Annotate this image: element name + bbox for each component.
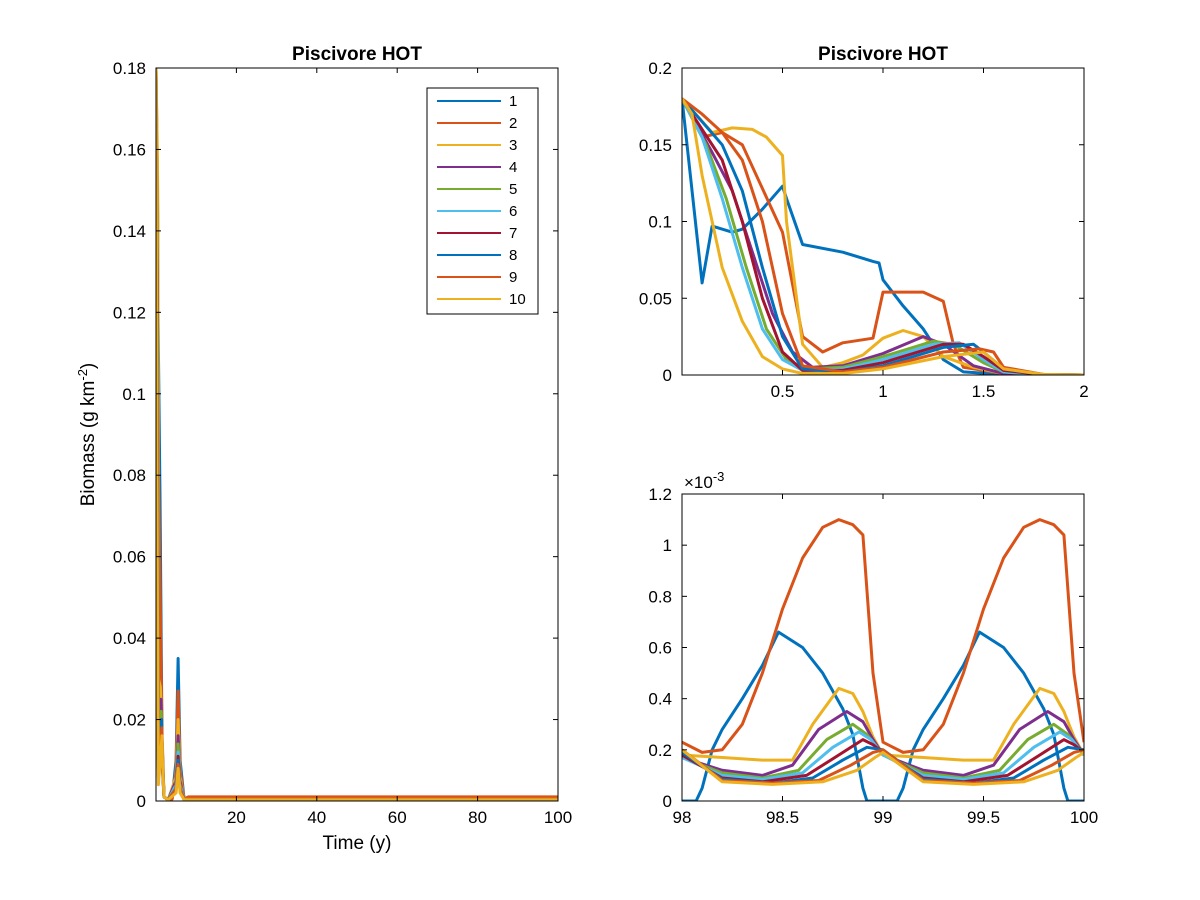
legend-label-1: 1: [509, 93, 517, 110]
x-tick-label: 98.5: [766, 808, 799, 827]
y-tick-label: 0.14: [113, 222, 146, 241]
legend-label-6: 6: [509, 203, 517, 220]
x-tick-label: 80: [468, 808, 487, 827]
legend-label-10: 10: [509, 291, 526, 308]
y-tick-label: 0.02: [113, 711, 146, 730]
y-tick-label: 0.08: [113, 466, 146, 485]
y-tick-label: 0.04: [113, 629, 146, 648]
y-tick-label: 0.06: [113, 548, 146, 567]
y-tick-label: 0.1: [122, 385, 146, 404]
y-axis-label-exponent: -2: [75, 369, 90, 381]
axis-exponent-label: ×10-3: [684, 469, 724, 492]
y-axis-label-close: ): [78, 363, 99, 369]
series-line-10: [156, 68, 558, 801]
x-tick-label: 98: [673, 808, 692, 827]
series-line-1: [682, 630, 1084, 801]
series-line-2: [682, 98, 1084, 375]
y-tick-label: 0: [663, 366, 672, 385]
y-tick-label: 0.4: [648, 690, 672, 709]
x-tick-label: 60: [388, 808, 407, 827]
x-tick-label: 100: [544, 808, 572, 827]
series-line-9: [682, 97, 1084, 375]
legend: 1 2 3 4 5 6 7 8 9 10: [426, 87, 539, 315]
top-right-chart: 0.5 1 1.5 2 0 0.05 0.1 0.15 0.2 Piscivore HOT: [639, 44, 1089, 401]
y-tick-label: 0: [137, 792, 146, 811]
y-tick-label: 0.15: [639, 136, 672, 155]
x-tick-label: 0.5: [771, 382, 795, 401]
series-group: [682, 97, 1084, 375]
y-tick-label: 0.2: [648, 741, 672, 760]
x-tick-label: 1: [878, 382, 887, 401]
legend-label-2: 2: [509, 115, 517, 132]
y-axis-label-main: Biomass (g km: [78, 381, 99, 507]
axis-exponent-base: ×10: [684, 473, 713, 492]
legend-label-9: 9: [509, 269, 517, 286]
y-tick-label: 0.05: [639, 289, 672, 308]
x-tick-label: 1.5: [972, 382, 996, 401]
x-axis-label: Time (y): [323, 833, 392, 854]
chart-title: Piscivore HOT: [292, 44, 422, 65]
y-tick-label: 1.2: [648, 485, 672, 504]
legend-label-5: 5: [509, 181, 517, 198]
legend-label-3: 3: [509, 137, 517, 154]
y-tick-label: 0.16: [113, 140, 146, 159]
series-line-6: [682, 730, 1084, 781]
y-axis-label: Biomass (g km-2): [75, 363, 99, 507]
y-tick-label: 0: [663, 792, 672, 811]
x-tick-label: 100: [1070, 808, 1098, 827]
series-group: [156, 68, 558, 801]
axes-box: [155, 67, 559, 802]
bottom-right-chart: 98 98.5 99 99.5 100 0 0.2 0.4 0.6 0.8 1 1.2 ×10-3: [648, 469, 1098, 827]
x-tick-label: 20: [227, 808, 246, 827]
x-tick-label: 99.5: [967, 808, 1000, 827]
series-line-10: [682, 97, 1084, 375]
x-tick-label: 2: [1079, 382, 1088, 401]
y-tick-label: 0.18: [113, 59, 146, 78]
series-line-10: [682, 748, 1084, 786]
x-tick-label: 40: [307, 808, 326, 827]
axis-exponent-power: -3: [713, 469, 725, 484]
legend-box: [426, 87, 539, 315]
y-tick-label: 0.1: [648, 213, 672, 232]
legend-label-7: 7: [509, 225, 517, 242]
series-line-2: [682, 518, 1084, 754]
y-tick-label: 0.2: [648, 59, 672, 78]
legend-label-4: 4: [509, 159, 517, 176]
left-chart: 20 40 60 80 100 0 0.02 0.04 0.06 0.08 0.1 0.12 0.14 0…: [75, 44, 572, 854]
y-tick-label: 0.8: [648, 587, 672, 606]
legend-label-8: 8: [509, 247, 517, 264]
y-tick-label: 1: [663, 536, 672, 555]
chart-title: Piscivore HOT: [818, 44, 948, 65]
y-tick-label: 0.12: [113, 303, 146, 322]
x-tick-label: 99: [874, 808, 893, 827]
y-tick-label: 0.6: [648, 639, 672, 658]
series-group: [682, 518, 1084, 801]
